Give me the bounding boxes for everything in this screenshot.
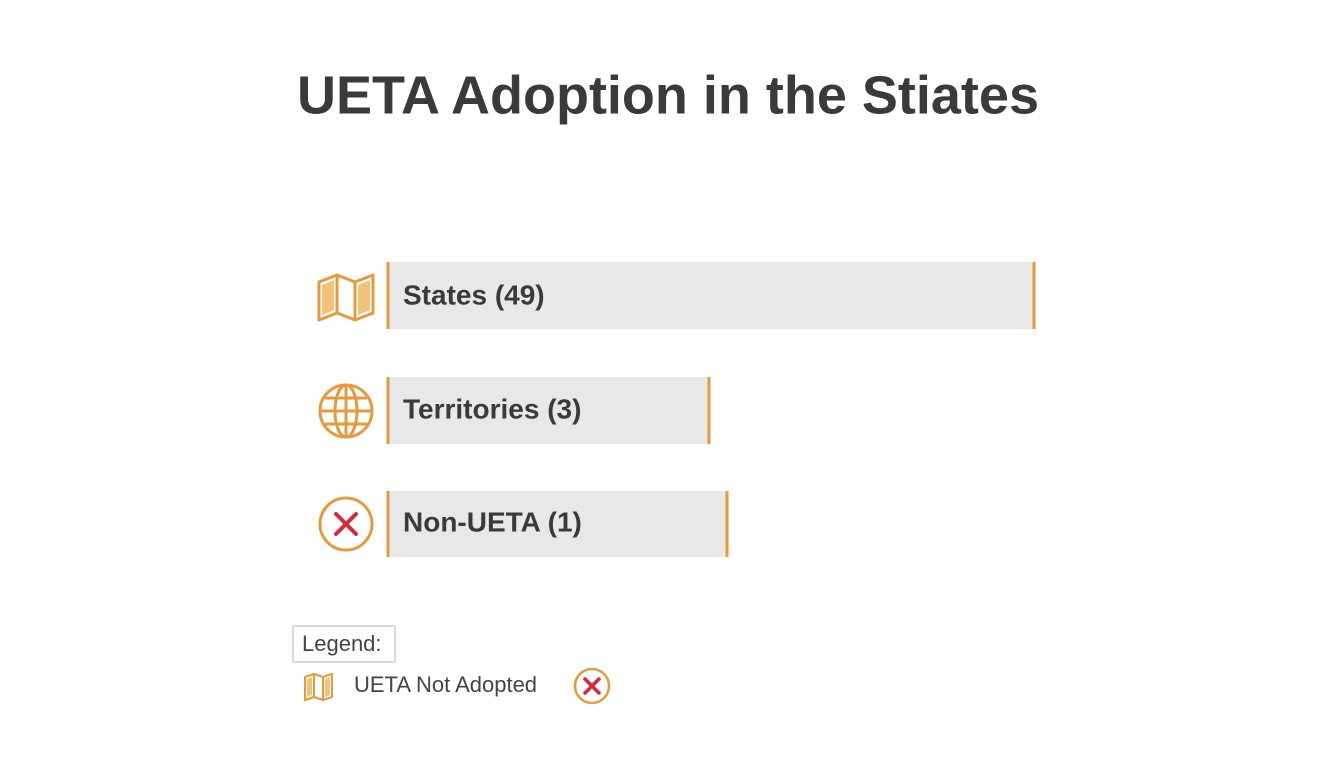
- bar: [387, 491, 728, 557]
- x-icon: [318, 496, 374, 552]
- row: Territories (3): [318, 377, 711, 444]
- legend: Legend: UETA Not Adopted: [292, 625, 611, 705]
- row: States (49): [317, 262, 1036, 329]
- legend-label: UETA Not Adopted: [354, 672, 537, 697]
- map-icon: [317, 273, 375, 322]
- x-icon: [573, 667, 611, 705]
- bar: [387, 377, 710, 444]
- row-label: Non-UETA (1): [403, 506, 582, 537]
- row: Non-UETA (1): [318, 491, 729, 557]
- globe-icon: [318, 383, 374, 439]
- row-label: Territories (3): [403, 393, 581, 424]
- legend-title: Legend:: [302, 631, 382, 656]
- title: UETA Adoption in the Stiates: [297, 65, 1039, 125]
- bar: [387, 262, 1035, 329]
- legend-box: [292, 625, 396, 663]
- map-icon: [304, 673, 333, 701]
- row-label: States (49): [403, 279, 545, 310]
